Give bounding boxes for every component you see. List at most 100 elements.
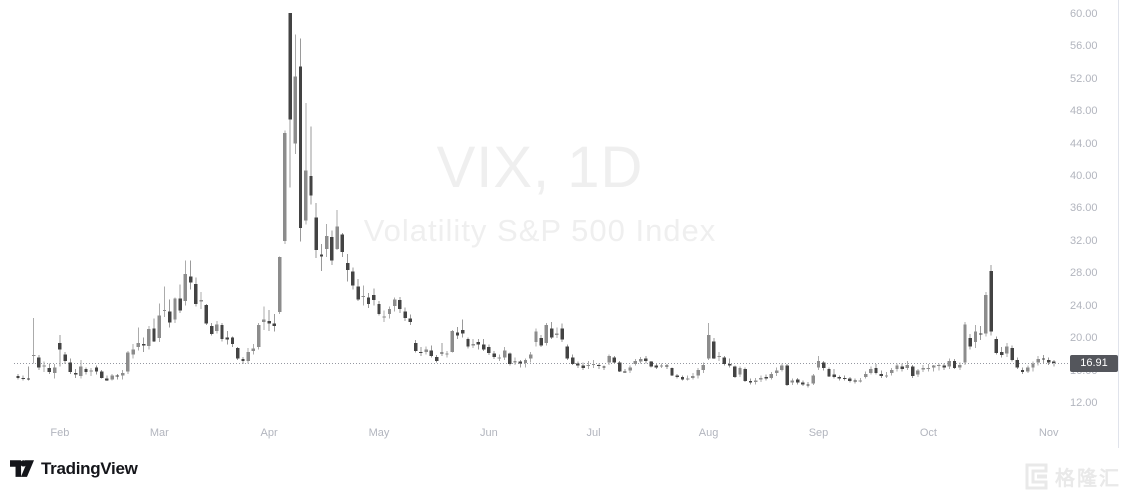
candle-body <box>523 360 528 364</box>
candle-body <box>618 362 622 372</box>
candle-body <box>162 309 167 311</box>
candle-body <box>194 283 198 305</box>
candle-body <box>529 354 533 359</box>
candle-body <box>832 374 836 377</box>
candle-body <box>115 375 120 377</box>
candle-body <box>539 338 543 346</box>
candle-body <box>733 366 737 377</box>
candle-body <box>173 298 177 320</box>
candle-body <box>298 66 303 228</box>
tradingview-attribution-link[interactable]: TradingView <box>10 459 138 479</box>
candle-body <box>518 361 522 364</box>
candle-body <box>675 375 679 377</box>
candle-body <box>304 170 308 221</box>
candle-body <box>790 380 794 383</box>
candle-body <box>450 330 454 352</box>
candle-body <box>900 366 904 369</box>
candle-body <box>513 360 517 363</box>
candle-body <box>267 321 271 324</box>
time-scale-label: Nov <box>1038 427 1059 439</box>
footer-bar: TradingView 格隆汇 <box>0 448 1125 498</box>
candle-body <box>372 295 376 301</box>
candle-body <box>79 366 83 377</box>
candle-body <box>225 337 229 340</box>
candle-body <box>769 373 774 378</box>
candle-body <box>183 274 188 301</box>
candle-body <box>199 300 203 302</box>
price-scale-label: 56.00 <box>1070 40 1098 53</box>
candle-body <box>1031 363 1035 368</box>
candle-body <box>706 334 711 359</box>
candle-body <box>325 236 329 249</box>
candle-body <box>602 366 606 368</box>
last-price-badge: 16.91 <box>1070 355 1118 372</box>
candle-body <box>497 357 501 359</box>
candle-body <box>52 367 57 373</box>
candle-body <box>665 365 669 367</box>
candle-body <box>283 133 287 241</box>
candle-body <box>356 286 360 300</box>
candle-body <box>466 339 470 347</box>
candle-body <box>911 366 915 377</box>
gelonghui-logo-icon <box>1025 463 1048 490</box>
candle-body <box>152 328 156 342</box>
candlestick-plot[interactable] <box>0 0 1118 448</box>
candle-body <box>94 367 99 372</box>
candle-body <box>241 359 245 361</box>
chart-widget: VIX, 1D Volatility S&P 500 Index 60.00 56… <box>0 0 1119 449</box>
candle-body <box>63 354 67 361</box>
candle-body <box>1047 360 1051 363</box>
candle-body <box>393 299 397 306</box>
candle-body <box>1005 346 1009 354</box>
candle-body <box>277 257 282 313</box>
candle-body <box>623 371 627 373</box>
price-scale-label: 52.00 <box>1070 72 1098 85</box>
candle-body <box>445 353 449 355</box>
candle-body <box>288 13 292 120</box>
candle-body <box>492 353 496 357</box>
candle-body <box>257 325 261 348</box>
candle-body <box>361 296 365 297</box>
candle-body <box>461 330 465 334</box>
candle-body <box>937 364 941 366</box>
gelonghui-watermark-label: 格隆汇 <box>1055 468 1121 490</box>
candle-body <box>827 369 831 377</box>
candle-body <box>204 304 209 324</box>
price-scale-label: 44.00 <box>1070 137 1098 150</box>
candle-body <box>759 377 763 380</box>
last-price-line <box>14 363 1070 364</box>
candle-body <box>989 270 993 332</box>
candle-body <box>743 369 747 382</box>
candle-body <box>136 343 140 348</box>
candle-body <box>68 362 72 373</box>
candle-body <box>570 357 575 365</box>
candle-body <box>999 351 1004 356</box>
candle-body <box>476 342 481 345</box>
candle-body <box>785 365 789 386</box>
candle-body <box>586 364 590 366</box>
candle-body <box>738 368 742 375</box>
time-scale-label: Oct <box>919 427 937 439</box>
time-scale-label: Feb <box>50 427 70 439</box>
candle-body <box>382 316 386 318</box>
candle-body <box>869 369 873 374</box>
candle-body <box>801 382 805 385</box>
candle-body <box>89 370 93 372</box>
candle-body <box>47 368 52 373</box>
candle-body <box>654 365 658 368</box>
candle-body <box>251 348 256 352</box>
candle-body <box>947 360 951 367</box>
candle-body <box>440 352 444 354</box>
price-scale-label: 24.00 <box>1070 299 1098 312</box>
price-scale-label: 32.00 <box>1070 234 1098 247</box>
time-scale-label: Mar <box>149 427 169 439</box>
time-scale-label: Aug <box>698 427 719 439</box>
time-scale-label: Jun <box>480 427 498 439</box>
candle-body <box>131 349 135 355</box>
candle-body <box>921 368 925 370</box>
candle-body <box>806 384 810 386</box>
candle-body <box>330 236 334 261</box>
candle-body <box>811 375 815 384</box>
candle-body <box>576 363 580 366</box>
candle-body <box>774 370 779 373</box>
